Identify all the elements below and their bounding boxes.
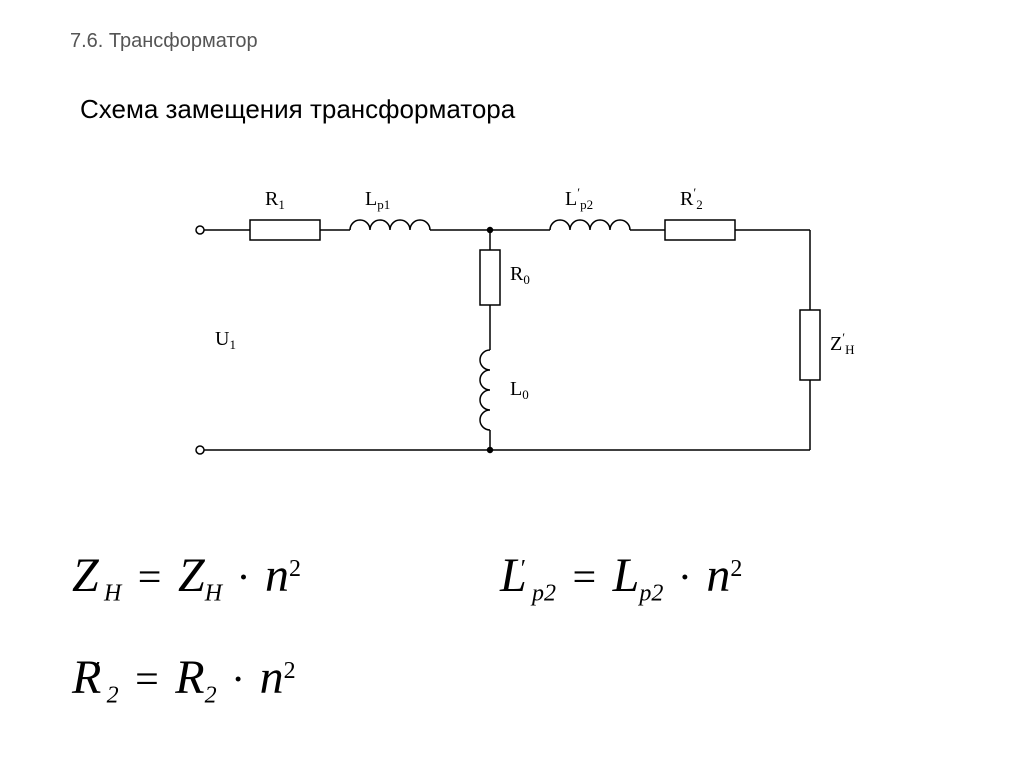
section-label: 7.6. Трансформатор: [70, 30, 258, 53]
circuit-diagram: R1 Lp1 L′p2 R′2 R0 L0 U1 Z′H: [170, 150, 870, 490]
formula-zh: Z′Н = ZН · n2: [72, 548, 301, 607]
label-lp1: Lp1: [365, 188, 390, 212]
label-r2: R′2: [680, 185, 703, 212]
label-lp2: L′p2: [565, 185, 593, 212]
label-l0: L0: [510, 378, 529, 402]
page-title: Схема замещения трансформатора: [80, 94, 515, 125]
formula-lp2: L′p2 = Lp2 · n2: [500, 548, 742, 607]
label-zh: Z′H: [830, 330, 854, 357]
formula-r2: R′2 = R2 · n2: [72, 650, 296, 709]
label-r1: R1: [265, 188, 285, 212]
label-u1: U1: [215, 328, 236, 352]
label-r0: R0: [510, 263, 530, 287]
